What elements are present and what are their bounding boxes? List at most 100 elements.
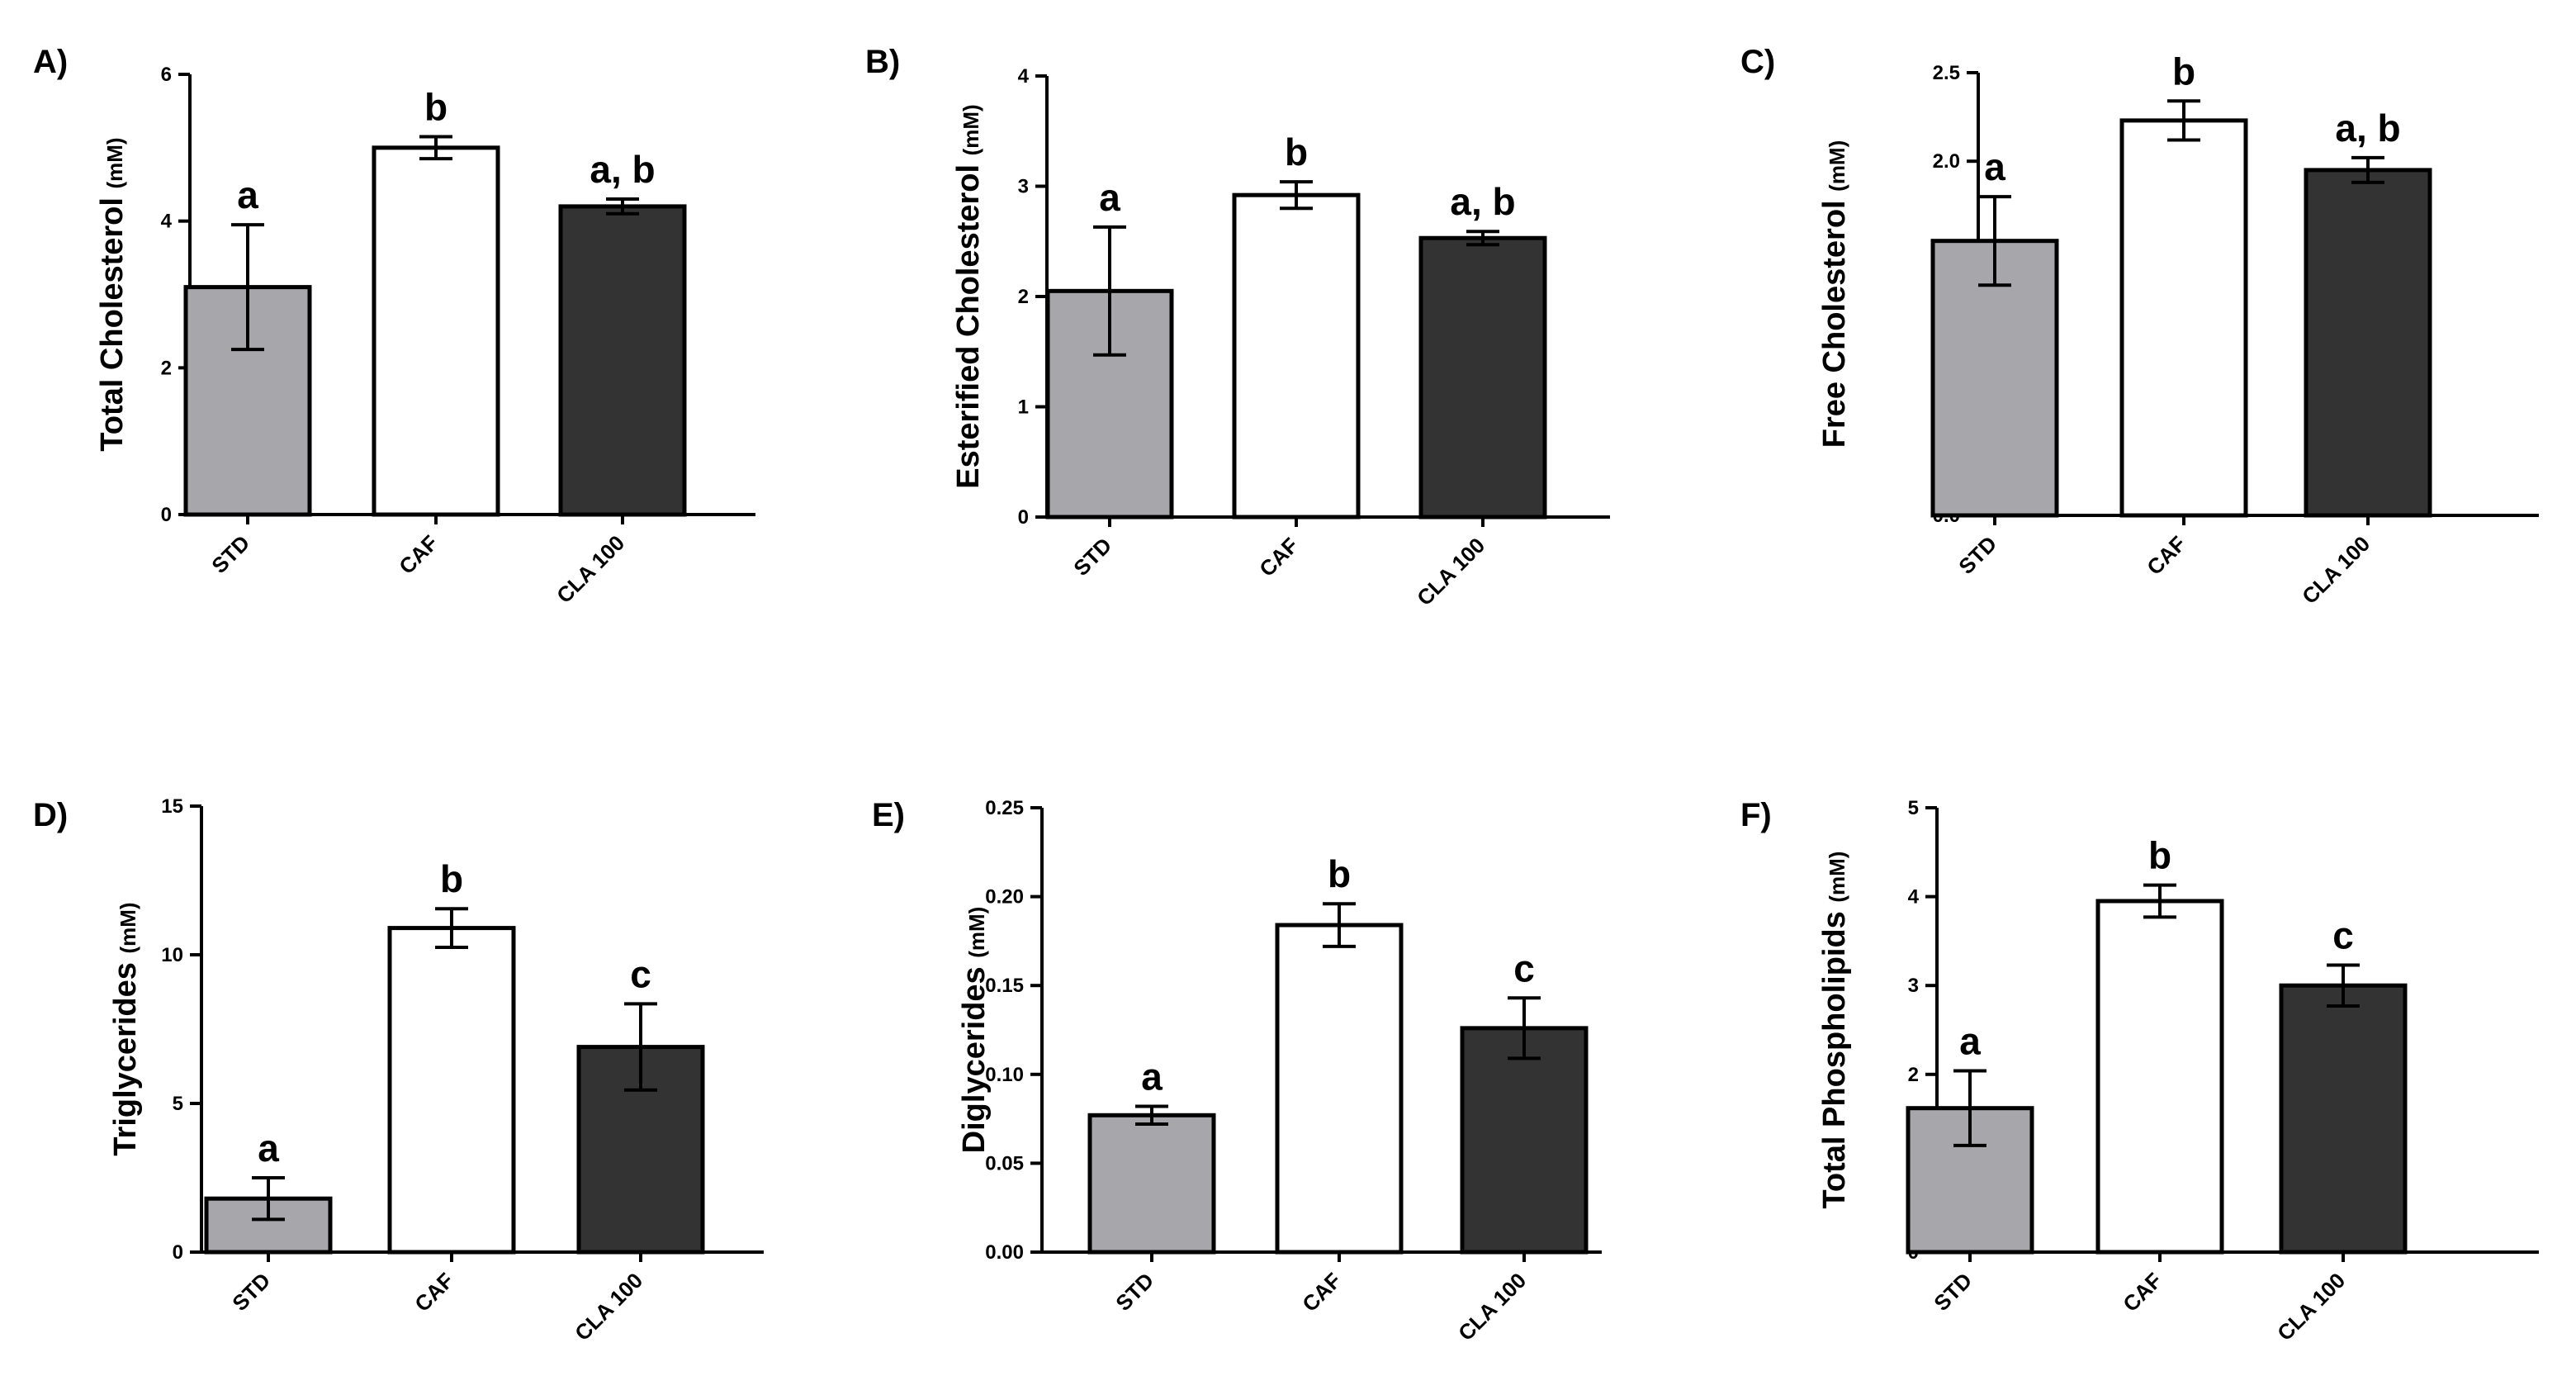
y-tick-label: 0.20 xyxy=(985,886,1024,909)
y-tick-label: 4 xyxy=(161,211,173,233)
significance-label: a, b xyxy=(590,148,655,191)
y-axis-title: Total Phospholipids (mM) xyxy=(1817,852,1852,1209)
significance-label: b xyxy=(2148,834,2171,877)
x-category-label: CLA 100 xyxy=(1453,1268,1531,1345)
x-category-label: STD xyxy=(1929,1268,1977,1316)
x-category-label: STD xyxy=(227,1268,275,1316)
y-tick-label: 2 xyxy=(1018,286,1029,308)
y-axis-unit: (mM) xyxy=(964,907,989,958)
bar-2 xyxy=(387,926,516,1255)
bar-1 xyxy=(1087,1113,1216,1255)
x-category-label: CLA 100 xyxy=(2272,1268,2350,1345)
x-category-label: CAF xyxy=(394,530,443,579)
y-tick-label: 2 xyxy=(161,357,172,379)
y-axis-title-text: Diglycerides xyxy=(957,958,992,1154)
y-axis-unit: (mM) xyxy=(1825,140,1849,192)
x-category-label: CAF xyxy=(2142,531,2190,580)
y-axis-unit: (mM) xyxy=(102,137,127,188)
x-category-label: CLA 100 xyxy=(2297,531,2375,609)
significance-label: a xyxy=(1141,1056,1163,1098)
panel-label: D) xyxy=(33,797,68,833)
significance-label: a xyxy=(1984,145,2005,188)
chart-panel-4: D) 0 5 10 15 Triglycerides (mM) a STD b CAF c CLA 1… xyxy=(33,795,764,1345)
y-tick-label: 3 xyxy=(1908,975,1919,997)
y-tick-label: 4 xyxy=(1018,65,1030,88)
y-tick-label: 15 xyxy=(161,795,183,818)
x-category-label: CAF xyxy=(1297,1268,1346,1317)
x-category-label: CLA 100 xyxy=(552,530,629,608)
y-axis-title-text: Total Phospholipids xyxy=(1817,903,1852,1209)
significance-label: a, b xyxy=(2335,107,2400,149)
y-tick-label: 0.25 xyxy=(985,797,1024,819)
x-category-label: STD xyxy=(1110,1268,1158,1316)
x-category-label: STD xyxy=(1068,533,1116,581)
y-tick-label: 2 xyxy=(1908,1064,1919,1086)
significance-label: b xyxy=(1285,130,1308,173)
bar-3 xyxy=(1460,1026,1589,1255)
significance-label: a xyxy=(258,1127,279,1170)
panel-label: C) xyxy=(1740,44,1775,80)
panel-label: E) xyxy=(872,797,905,833)
bar-2 xyxy=(1275,923,1404,1255)
chart-panel-5: E) 0.00 0.05 0.10 0.15 0.20 0.25 Diglycerides (… xyxy=(872,797,1602,1345)
significance-label: c xyxy=(1513,947,1535,989)
significance-label: b xyxy=(440,857,463,900)
y-axis-title-text: Free Cholesterol xyxy=(1817,192,1852,448)
bar-2 xyxy=(2095,899,2224,1255)
y-axis-title-text: Triglycerides xyxy=(108,954,143,1156)
significance-label: a, b xyxy=(1450,180,1515,223)
y-tick-label: 0 xyxy=(1018,506,1029,529)
y-tick-label: 0.05 xyxy=(985,1152,1024,1174)
y-axis-unit: (mM) xyxy=(1825,852,1849,903)
chart-panel-1: A) 0 2 4 6 Total Cholesterol (mM) a STD b CAF a, b… xyxy=(33,44,755,608)
y-axis-unit: (mM) xyxy=(116,902,140,953)
bar-2 xyxy=(1232,192,1361,520)
y-tick-label: 0 xyxy=(161,504,172,526)
y-axis-title: Free Cholesterol (mM) xyxy=(1817,140,1852,448)
y-tick-label: 10 xyxy=(161,944,183,966)
x-category-label: CLA 100 xyxy=(570,1268,647,1345)
x-category-label: CAF xyxy=(2118,1268,2166,1317)
y-tick-label: 5 xyxy=(1908,797,1919,819)
y-axis-title-text: Esterified Cholesterol xyxy=(951,155,986,488)
panel-label: B) xyxy=(865,44,900,80)
y-axis-title: Total Cholesterol (mM) xyxy=(95,137,130,451)
y-axis-title: Esterified Cholesterol (mM) xyxy=(951,104,986,488)
bar-3 xyxy=(1418,235,1547,520)
bar-3 xyxy=(2279,983,2408,1255)
y-axis-unit: (mM) xyxy=(959,104,983,155)
significance-label: c xyxy=(630,952,651,995)
y-tick-label: 4 xyxy=(1908,886,1920,909)
significance-label: c xyxy=(2332,913,2354,956)
x-category-label: STD xyxy=(1953,531,2001,579)
significance-label: b xyxy=(1328,852,1351,895)
significance-label: a xyxy=(1099,176,1120,219)
chart-panel-2: B) 0 1 2 3 4 Esterified Cholesterol (mM) a STD b C… xyxy=(865,44,1610,610)
panel-label: A) xyxy=(33,44,68,80)
significance-label: a xyxy=(1959,1019,1981,1062)
y-tick-label: 0.15 xyxy=(985,975,1024,997)
bar-2 xyxy=(2119,118,2248,518)
y-axis-title: Triglycerides (mM) xyxy=(108,902,143,1155)
chart-panel-6: F)012345Total Phospholipids (mM)aSTDbCAF… xyxy=(1740,797,2539,1345)
significance-label: b xyxy=(424,86,447,129)
y-tick-label: 2.0 xyxy=(1933,150,1960,173)
significance-label: a xyxy=(237,173,258,216)
y-tick-label: 6 xyxy=(161,64,172,86)
y-tick-label: 1 xyxy=(1018,396,1029,419)
y-tick-label: 3 xyxy=(1018,176,1029,198)
y-tick-label: 0.10 xyxy=(985,1064,1024,1086)
significance-label: b xyxy=(2172,50,2195,93)
y-tick-label: 0 xyxy=(173,1241,183,1264)
y-tick-label: 0.00 xyxy=(985,1241,1024,1264)
x-category-label: STD xyxy=(206,530,254,578)
y-axis-title: Diglycerides (mM) xyxy=(957,907,992,1154)
panel-label: F) xyxy=(1740,797,1772,833)
y-tick-label: 5 xyxy=(173,1093,183,1115)
x-category-label: CAF xyxy=(1254,533,1303,581)
y-tick-label: 2.5 xyxy=(1933,62,1960,84)
y-axis-title-text: Total Cholesterol xyxy=(95,188,130,451)
bar-3 xyxy=(2304,168,2432,518)
